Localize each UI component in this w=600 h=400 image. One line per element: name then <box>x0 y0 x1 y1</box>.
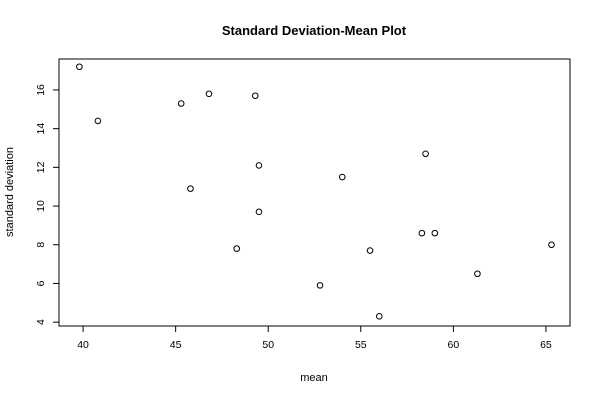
y-tick-label: 4 <box>35 319 47 325</box>
data-point <box>548 241 555 249</box>
plot-frame <box>58 58 571 327</box>
chart-title: Standard Deviation-Mean Plot <box>222 23 407 38</box>
data-point <box>255 162 263 169</box>
data-point <box>177 100 185 107</box>
y-axis-label: standard deviation <box>4 147 16 237</box>
data-point <box>94 117 102 125</box>
y-tick-label: 14 <box>35 123 47 135</box>
x-tick-label: 45 <box>170 339 182 351</box>
data-point <box>418 229 426 237</box>
y-tick-label: 12 <box>35 161 47 173</box>
data-point <box>376 313 383 320</box>
y-tick-label: 16 <box>35 84 47 96</box>
y-tick-label: 8 <box>35 242 47 248</box>
data-point <box>338 173 346 181</box>
data-point <box>255 208 263 216</box>
x-axis-label: mean <box>300 372 328 384</box>
data-point <box>205 90 213 98</box>
data-points <box>76 63 555 320</box>
data-point <box>366 247 374 254</box>
data-point <box>422 150 429 158</box>
x-axis: 40 45 50 55 60 65 <box>77 325 552 351</box>
x-tick-label: 60 <box>448 339 460 351</box>
x-tick-label: 50 <box>262 339 274 351</box>
data-point <box>76 63 83 71</box>
x-tick-label: 55 <box>355 339 367 351</box>
x-tick-label: 40 <box>77 339 89 351</box>
y-axis: 4 6 8 10 12 14 16 <box>35 84 60 325</box>
y-tick-label: 10 <box>35 200 47 212</box>
data-point <box>316 282 324 289</box>
data-point <box>251 92 259 100</box>
x-tick-label: 65 <box>540 339 552 351</box>
data-point <box>431 229 439 237</box>
y-tick-label: 6 <box>35 280 47 286</box>
data-point <box>187 185 194 192</box>
data-point <box>474 270 481 278</box>
data-point <box>233 245 241 252</box>
